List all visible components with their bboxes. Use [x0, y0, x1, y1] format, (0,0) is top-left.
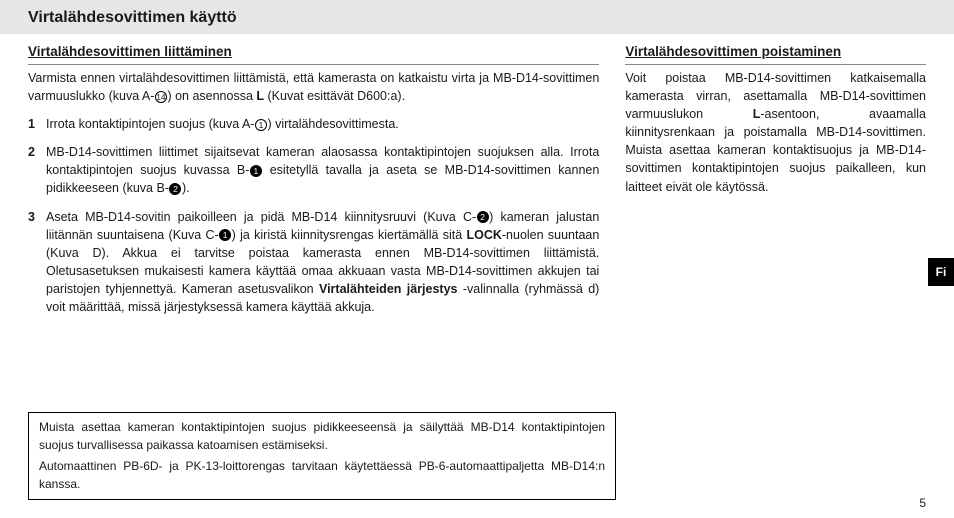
solid-circled-2-icon: 2	[477, 211, 489, 223]
step-text: Aseta MB-D14-sovitin paikoilleen ja pidä…	[46, 208, 599, 317]
text: ).	[182, 181, 190, 195]
note-box: Muista asettaa kameran kontaktipintojen …	[28, 412, 616, 500]
bold-L: L	[256, 89, 264, 103]
circled-1-icon: 1	[255, 119, 267, 131]
right-paragraph: Voit poistaa MB-D14-sovittimen katkaisem…	[625, 69, 926, 196]
divider	[28, 64, 599, 65]
bold-order: Virtalähteiden järjestys	[319, 282, 458, 296]
step-number: 3	[28, 208, 46, 317]
step-3: 3 Aseta MB-D14-sovitin paikoilleen ja pi…	[28, 208, 599, 317]
text: ) ja kiristä kiinnitysrengas kiertämällä…	[232, 228, 467, 242]
solid-circled-1-icon: 1	[219, 229, 231, 241]
content: Virtalähdesovittimen liittäminen Varmist…	[0, 34, 954, 326]
solid-circled-1-icon: 1	[250, 165, 262, 177]
page-title: Virtalähdesovittimen käyttö	[28, 6, 926, 29]
step-number: 1	[28, 115, 46, 133]
step-number: 2	[28, 143, 46, 197]
step-2: 2 MB-D14-sovittimen liittimet sijaitseva…	[28, 143, 599, 197]
bold-lock: LOCK	[466, 228, 501, 242]
right-subhead: Virtalähdesovittimen poistaminen	[625, 42, 926, 62]
header-bar: Virtalähdesovittimen käyttö	[0, 0, 954, 34]
column-left: Virtalähdesovittimen liittäminen Varmist…	[28, 42, 599, 326]
page-number: 5	[919, 495, 926, 512]
note-p2: Automaattinen PB-6D- ja PK-13-loittoreng…	[39, 458, 605, 493]
column-right: Virtalähdesovittimen poistaminen Voit po…	[625, 42, 926, 326]
text: ) virtalähdesovittimesta.	[267, 117, 398, 131]
text: Irrota kontaktipintojen suojus (kuva A-	[46, 117, 254, 131]
steps-list: 1 Irrota kontaktipintojen suojus (kuva A…	[28, 115, 599, 316]
language-tab: Fi	[928, 258, 954, 286]
divider	[625, 64, 926, 65]
step-1: 1 Irrota kontaktipintojen suojus (kuva A…	[28, 115, 599, 133]
text: (Kuvat esittävät D600:a).	[264, 89, 405, 103]
step-text: Irrota kontaktipintojen suojus (kuva A-1…	[46, 115, 599, 133]
solid-circled-2-icon: 2	[169, 183, 181, 195]
circled-14-icon: 14	[155, 91, 167, 103]
intro-paragraph: Varmista ennen virtalähdesovittimen liit…	[28, 69, 599, 105]
text: Aseta MB-D14-sovitin paikoilleen ja pidä…	[46, 210, 476, 224]
text: ) on asennossa	[167, 89, 256, 103]
step-text: MB-D14-sovittimen liittimet sijaitsevat …	[46, 143, 599, 197]
left-subhead: Virtalähdesovittimen liittäminen	[28, 42, 599, 62]
note-p1: Muista asettaa kameran kontaktipintojen …	[39, 419, 605, 454]
